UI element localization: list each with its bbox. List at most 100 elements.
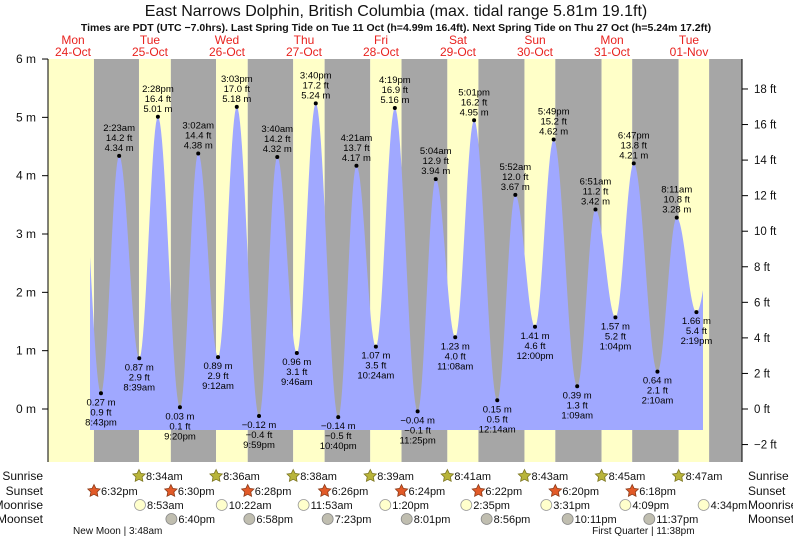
sunset-time: 6:24pm — [409, 486, 446, 498]
tide-ft-label: 16.2 ft — [461, 97, 488, 108]
tide-ft-label: 17.0 ft — [224, 84, 251, 95]
right-tick-label: 10 ft — [754, 226, 777, 238]
tide-time-label: 11:25pm — [399, 435, 435, 446]
tide-time-label: 9:12am — [202, 381, 234, 392]
tide-ft-label: 10.8 ft — [664, 195, 691, 206]
tide-m-label: 0.96 m — [282, 357, 311, 368]
moonrise-time: 11:53am — [311, 500, 353, 512]
moonrise-icon — [215, 499, 228, 511]
tide-ft-label: 0.1 ft — [169, 421, 190, 432]
tide-m-label: 4.21 m — [619, 150, 648, 161]
tide-time-label: 11:08am — [437, 361, 473, 372]
moonrise-icon — [697, 499, 710, 511]
day-label-date: 29-Oct — [440, 45, 477, 59]
tide-m-label: 4.17 m — [342, 153, 371, 164]
low-tide-point — [336, 415, 341, 420]
moonrise-time: 10:22am — [229, 500, 272, 512]
moonset-time: 6:58pm — [256, 514, 293, 526]
high-tide-point — [234, 104, 239, 109]
tide-ft-label: 14.2 ft — [106, 133, 133, 144]
right-tick-label: 8 ft — [754, 262, 771, 274]
tide-ft-label: −0.4 ft — [246, 430, 273, 441]
left-tick-label: 6 m — [16, 52, 36, 66]
tide-ft-label: 12.0 ft — [502, 172, 529, 183]
tide-m-label: 3.28 m — [662, 205, 691, 216]
moon-phase-label: New Moon | 3:48am — [73, 526, 162, 537]
sunrise-time: 8:43am — [531, 471, 568, 483]
tide-ft-label: 14.2 ft — [264, 134, 291, 145]
tide-m-label: 1.07 m — [361, 351, 390, 362]
day-label-weekday: Thu — [294, 33, 315, 47]
tide-m-label: 0.03 m — [165, 411, 194, 422]
sunrise-time: 8:47am — [686, 471, 723, 483]
day-label-date: 26-Oct — [209, 45, 246, 59]
high-tide-point — [275, 155, 280, 160]
tide-ft-label: 15.2 ft — [540, 117, 567, 128]
day-label-date: 25-Oct — [132, 45, 169, 59]
moonset-row-label-left: Moonset — [0, 512, 44, 526]
high-tide-point — [392, 106, 397, 111]
tide-ft-label: −0.1 ft — [404, 425, 431, 436]
moonrise-row-label-right: Moonrise — [748, 498, 793, 512]
moonset-time: 7:23pm — [335, 514, 372, 526]
tide-time-label: 5:52am — [499, 162, 531, 173]
high-tide-point — [631, 161, 636, 166]
sunrise-icon — [671, 468, 686, 483]
sunset-time: 6:26pm — [332, 486, 369, 498]
chart-subtitle: Times are PDT (UTC −7.0hrs). Last Spring… — [81, 22, 711, 34]
tide-ft-label: 3.5 ft — [365, 361, 386, 372]
moonrise-icon — [379, 499, 392, 511]
low-tide-point — [495, 398, 500, 403]
tide-time-label: 2:23am — [103, 123, 135, 134]
high-tide-point — [196, 151, 201, 156]
tide-ft-label: 2.9 ft — [207, 371, 228, 382]
moonrise-icon — [460, 499, 473, 511]
moonset-time: 11:37pm — [656, 514, 698, 526]
moonrise-time: 2:35pm — [473, 500, 510, 512]
sunrise-icon — [209, 468, 224, 483]
moonset-time: 10:11pm — [575, 514, 617, 526]
tide-ft-label: 1.3 ft — [567, 400, 588, 411]
left-tick-label: 4 m — [16, 169, 36, 183]
high-tide-point — [551, 137, 556, 142]
moonrise-time: 1:20pm — [392, 500, 429, 512]
sunset-icon — [625, 483, 640, 498]
day-label-weekday: Fri — [374, 33, 388, 47]
moonset-icon — [643, 513, 656, 525]
sunset-icon — [163, 483, 178, 498]
tide-ft-label: 2.9 ft — [129, 372, 150, 383]
tide-time-label: 8:39am — [123, 382, 155, 393]
day-label-date: 31-Oct — [594, 45, 631, 59]
tide-time-label: 1:09am — [561, 410, 593, 421]
tide-m-label: 5.01 m — [143, 104, 172, 115]
left-tick-label: 5 m — [16, 110, 36, 124]
tide-m-label: 4.62 m — [539, 127, 568, 138]
tide-time-label: 9:59pm — [243, 440, 275, 451]
sunset-time: 6:30pm — [178, 486, 215, 498]
right-tick-label: 2 ft — [754, 368, 771, 380]
sunrise-icon — [363, 468, 378, 483]
sunrise-row-label-right: Sunrise — [748, 469, 789, 483]
moonset-row-label-right: Moonset — [748, 512, 793, 526]
high-tide-point — [472, 118, 477, 123]
tide-time-label: 9:20pm — [164, 431, 196, 442]
low-tide-point — [533, 324, 537, 329]
sunrise-time: 8:38am — [300, 471, 337, 483]
tide-ft-label: 12.9 ft — [423, 156, 450, 167]
tide-m-label: 1.66 m — [682, 316, 711, 327]
low-tide-point — [613, 315, 618, 320]
tide-time-label: 2:10am — [642, 396, 674, 407]
tide-ft-label: −0.5 ft — [325, 431, 352, 442]
low-tide-point — [453, 335, 458, 340]
tide-ft-label: 0.5 ft — [487, 414, 508, 425]
moonrise-time: 3:31pm — [553, 500, 590, 512]
low-tide-point — [98, 391, 103, 396]
sunrise-icon — [440, 468, 455, 483]
tide-m-label: −0.14 m — [321, 421, 356, 432]
sunrise-icon — [594, 468, 609, 483]
day-label-weekday: Sun — [524, 33, 545, 47]
tide-m-label: 0.87 m — [125, 362, 154, 373]
tide-ft-label: 0.9 ft — [90, 407, 111, 418]
tide-ft-label: 13.7 ft — [343, 143, 370, 154]
moonrise-icon — [134, 499, 146, 511]
